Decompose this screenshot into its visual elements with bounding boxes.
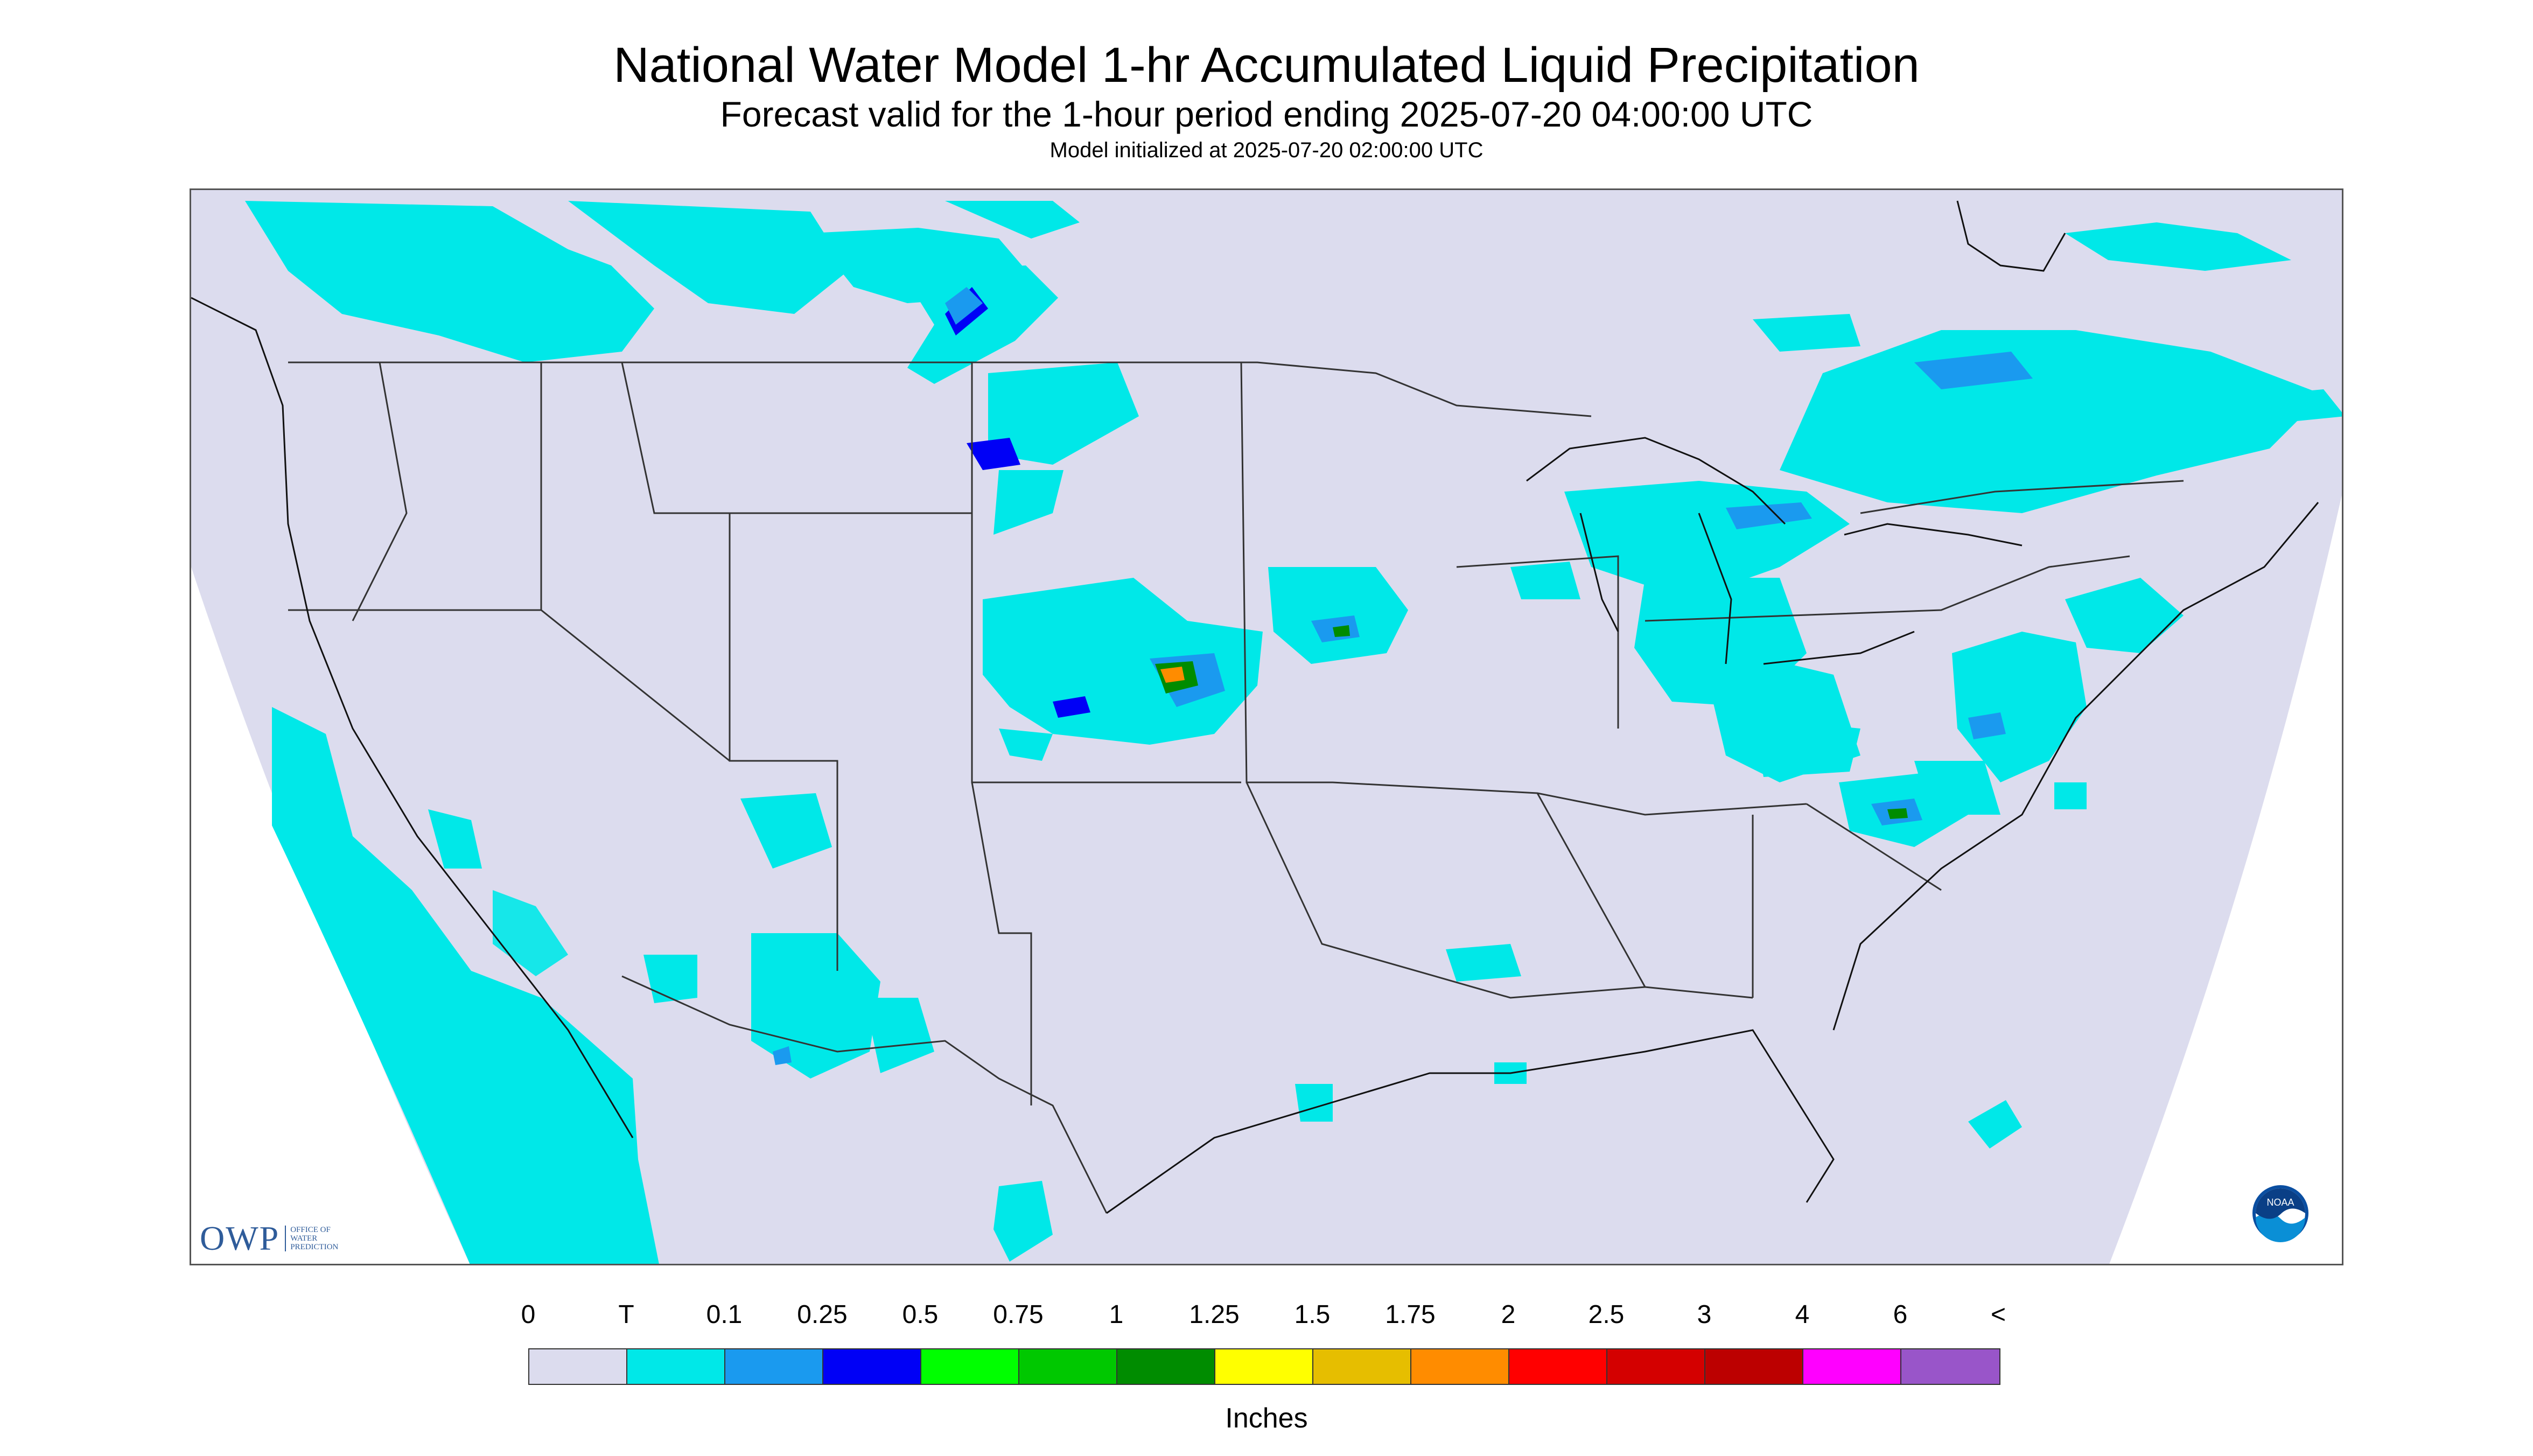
legend-label: 1.25: [1189, 1300, 1240, 1329]
legend-swatch: [1509, 1349, 1607, 1384]
precip-quebec-ontario: [1753, 222, 2342, 513]
legend-label: T: [618, 1300, 634, 1329]
precip-quebec-core: [1914, 352, 2033, 389]
precip-north-carolina: [1839, 772, 1968, 847]
owp-logo-mark: OWP: [200, 1219, 280, 1257]
legend-swatch: [627, 1349, 725, 1384]
legend-swatch: [1117, 1349, 1215, 1384]
legend-label: 2.5: [1588, 1300, 1625, 1329]
coastline: [191, 200, 2319, 1214]
legend-swatch: [1313, 1349, 1411, 1384]
precip-nebraska: [983, 578, 1263, 761]
legend-colorbar: [528, 1348, 2000, 1385]
precip-mid-atlantic-core: [1968, 712, 2006, 739]
legend-swatch: [1607, 1349, 1705, 1384]
noaa-logo-text: NOAA: [2266, 1197, 2294, 1208]
legend-label: 0.75: [993, 1300, 1044, 1329]
legend-label: 1.5: [1294, 1300, 1331, 1329]
precip-atlantic: [1968, 782, 2087, 1149]
legend-label: 0: [521, 1300, 536, 1329]
owp-line-2: Water: [290, 1234, 318, 1243]
legend-label: 1: [1109, 1300, 1124, 1329]
map-canvas: NOAA: [191, 190, 2342, 1264]
legend-swatch: [725, 1349, 823, 1384]
legend-label: 2: [1501, 1300, 1516, 1329]
precip-west-coast-ocean: [272, 707, 659, 1264]
legend-units: Inches: [1225, 1403, 1308, 1434]
legend-swatch: [921, 1349, 1019, 1384]
owp-line-1: Office of: [290, 1226, 331, 1234]
precip-gulf: [993, 944, 1527, 1262]
forecast-valid-subtitle: Forecast valid for the 1-hour period end…: [720, 94, 1813, 134]
legend-swatch: [1803, 1349, 1901, 1384]
legend-label: <: [1990, 1300, 2006, 1329]
precipitation-map[interactable]: NOAA OWP Office of Water Prediction: [190, 188, 2343, 1265]
precip-montana-north-dakota: [891, 255, 1139, 535]
noaa-logo: NOAA: [2252, 1185, 2308, 1242]
owp-logo-text: Office of Water Prediction: [285, 1226, 338, 1251]
legend-swatch: [1019, 1349, 1117, 1384]
legend-label: 0.5: [902, 1300, 939, 1329]
legend-swatch: [1705, 1349, 1803, 1384]
legend-label: 6: [1893, 1300, 1908, 1329]
legend-swatch: [1901, 1349, 1999, 1384]
boundary-lines: [288, 361, 2184, 1214]
precip-southwest: [643, 793, 934, 1079]
owp-line-3: Prediction: [290, 1243, 339, 1251]
legend-labels: 0 T 0.1 0.25 0.5 0.75 1 1.25 1.5 1.75 2 2.5 3 4 6 <: [0, 1299, 2533, 1342]
legend-label: 0.1: [706, 1300, 743, 1329]
owp-logo: OWP Office of Water Prediction: [200, 1220, 338, 1257]
legend-label: 1.75: [1385, 1300, 1436, 1329]
legend-label: 0.25: [797, 1300, 848, 1329]
model-init-line: Model initialized at 2025-07-20 02:00:00…: [1049, 138, 1484, 162]
legend-swatch: [529, 1349, 627, 1384]
legend-swatch: [1411, 1349, 1509, 1384]
precip-great-lakes: [1510, 481, 1860, 782]
legend-label: 4: [1795, 1300, 1810, 1329]
legend-swatch: [823, 1349, 921, 1384]
precip-southwest-core: [773, 1046, 792, 1065]
map-title: National Water Model 1-hr Accumulated Li…: [613, 38, 1920, 93]
precip-great-lakes-core: [1726, 502, 1812, 529]
legend-label: 3: [1697, 1300, 1712, 1329]
legend-swatch: [1215, 1349, 1313, 1384]
precip-iowa: [1268, 567, 1408, 664]
